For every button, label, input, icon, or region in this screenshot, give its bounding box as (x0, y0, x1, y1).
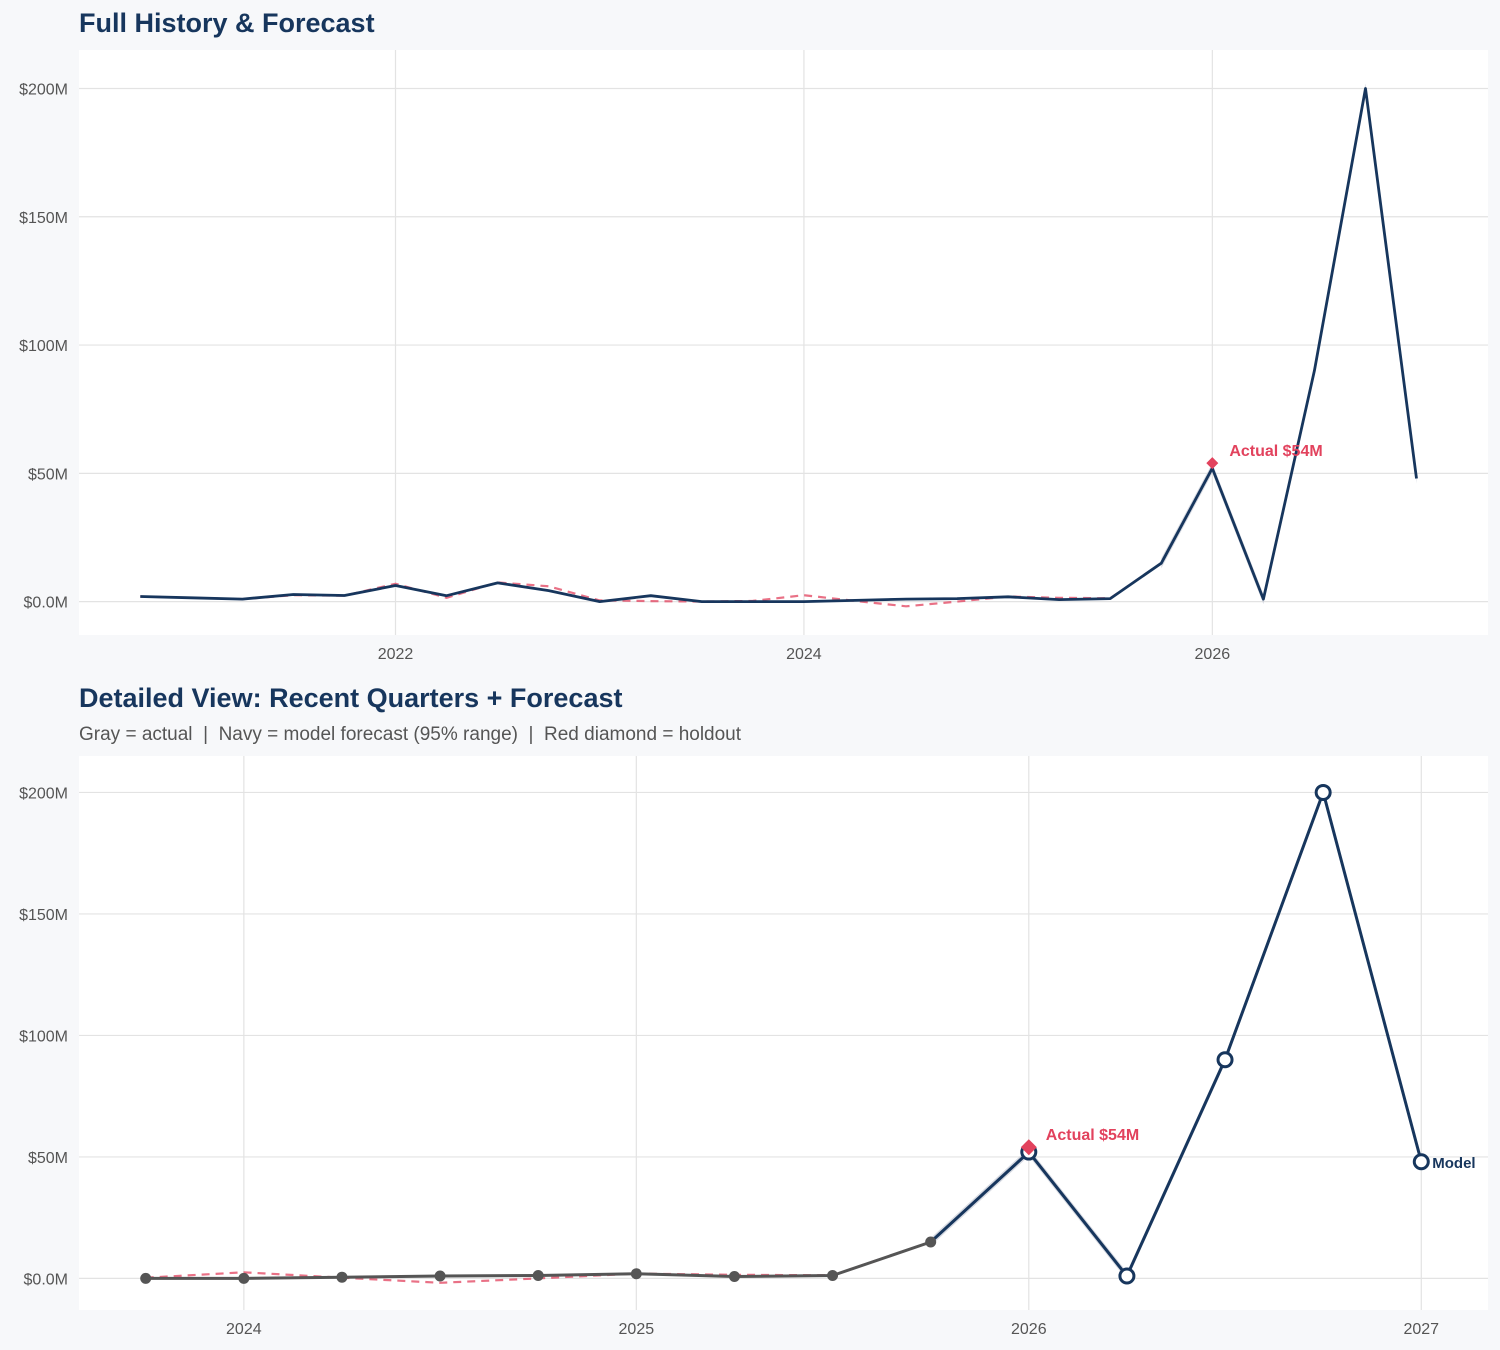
bottom-gridlines (79, 756, 1488, 1310)
top-y-axis: $0.0M $50M $100M $150M $200M (19, 81, 68, 611)
bot-holdout-diamond (1020, 1139, 1037, 1156)
top-chart: $0.0M $50M $100M $150M $200M 2022 2024 2026 Ac… (19, 50, 1488, 663)
bottom-holdout-annotation: Actual $54M (1046, 1127, 1139, 1144)
top-model-line (140, 87, 1418, 603)
top-plot-panel (79, 50, 1488, 635)
bot-forecast-point (1412, 1153, 1430, 1171)
bottom-chart: $0.0M$50M$100M$150M$200M 2024 2025 2026 202… (19, 756, 1488, 1338)
bot-actual-point (336, 1271, 348, 1283)
top-x-tick-label: 2024 (786, 646, 822, 663)
bot-forecast-point (1314, 783, 1332, 801)
bot-y-tick-label: $200M (19, 785, 68, 802)
bot-x-tick-label: 2027 (1403, 1321, 1439, 1338)
top-x-tick-label: 2026 (1195, 646, 1231, 663)
bot-x-tick-label: 2024 (226, 1321, 262, 1338)
bot-actual-point (434, 1270, 446, 1282)
bottom-chart-subtitle: Gray = actual | Navy = model forecast (9… (79, 724, 742, 745)
top-x-tick-label: 2022 (378, 646, 414, 663)
bot-actual-point (728, 1270, 740, 1282)
bot-forecast-point (1118, 1267, 1136, 1285)
bot-model-line (929, 790, 1423, 1278)
top-markers (1206, 457, 1219, 470)
top-chart-title: Full History & Forecast (79, 8, 375, 38)
top-y-tick-label: $0.0M (24, 595, 68, 612)
top-y-tick-label: $200M (19, 81, 68, 98)
bot-x-tick-label: 2025 (619, 1321, 655, 1338)
top-y-tick-label: $150M (19, 210, 68, 227)
bottom-markers (140, 783, 1430, 1285)
top-y-tick-label: $50M (28, 466, 68, 483)
top-x-axis: 2022 2024 2026 (378, 646, 1231, 663)
bottom-chart-title: Detailed View: Recent Quarters + Forecas… (79, 683, 622, 713)
top-y-tick-label: $100M (19, 338, 68, 355)
bot-actual-point (925, 1236, 937, 1248)
bot-actual-point (140, 1272, 152, 1284)
bottom-x-axis: 2024 2025 2026 2027 (226, 1321, 1439, 1338)
bot-actual-point (827, 1269, 839, 1281)
top-gridlines (79, 50, 1488, 635)
top-holdout-annotation: Actual $54M (1229, 443, 1322, 460)
bot-y-tick-label: $50M (28, 1150, 68, 1167)
bot-y-tick-label: $150M (19, 907, 68, 924)
bot-forecast-point (1216, 1051, 1234, 1069)
bot-y-tick-label: $0.0M (24, 1271, 68, 1288)
bottom-plot-panel (79, 756, 1488, 1310)
bot-actual-point (532, 1269, 544, 1281)
model-end-label: Model (1432, 1155, 1475, 1172)
bot-actual-point (630, 1268, 642, 1280)
top-holdout-diamond (1206, 457, 1219, 470)
bot-y-tick-label: $100M (19, 1028, 68, 1045)
bot-x-tick-label: 2026 (1011, 1321, 1047, 1338)
top-series-lines (140, 87, 1418, 608)
bottom-y-axis: $0.0M $50M $100M $150M $200M (19, 785, 68, 1288)
bot-actual-point (238, 1272, 250, 1284)
